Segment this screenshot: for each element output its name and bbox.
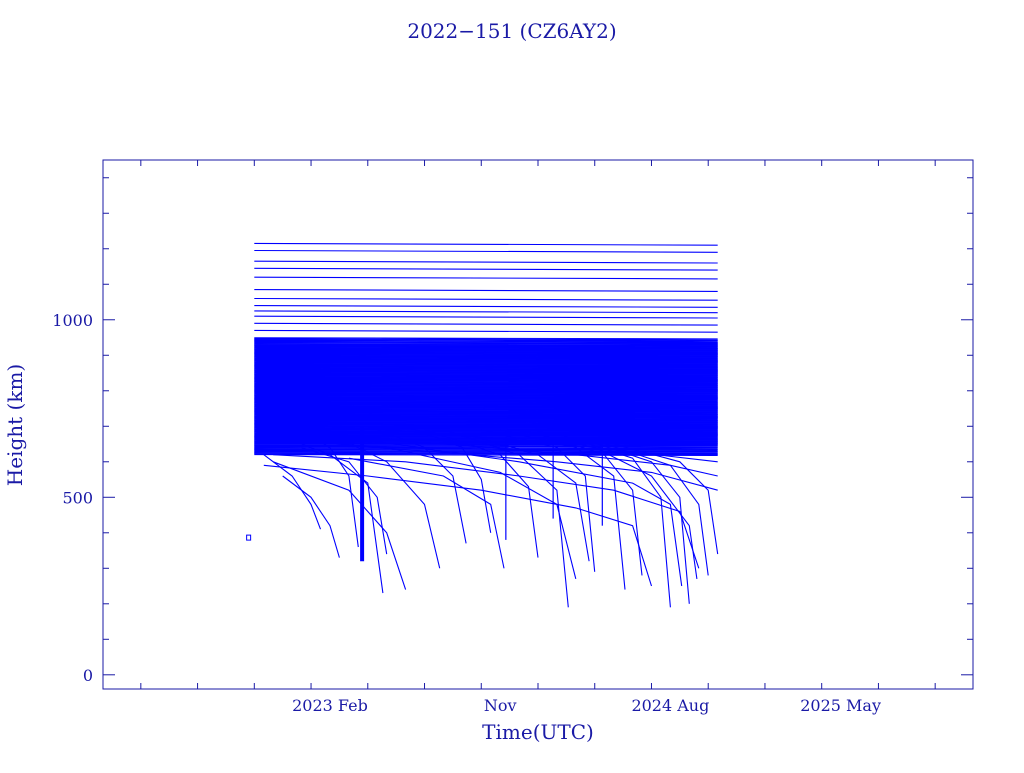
series-line	[254, 299, 717, 301]
x-tick-label: 2024 Aug	[631, 696, 709, 715]
series-line	[254, 311, 717, 313]
y-tick-label: 500	[62, 488, 93, 507]
series-line	[273, 462, 405, 590]
x-tick-label: 2025 May	[800, 696, 881, 715]
series-line	[595, 441, 709, 576]
y-tick-label: 0	[83, 666, 93, 685]
start-marker	[247, 535, 251, 540]
series-line	[254, 290, 717, 292]
x-tick-label: Nov	[484, 696, 517, 715]
series-line	[302, 448, 387, 554]
series-line	[254, 277, 717, 279]
series-line	[283, 476, 340, 558]
plot-area	[247, 243, 718, 607]
series-line	[254, 243, 717, 245]
x-tick-label: 2023 Feb	[292, 696, 368, 715]
y-tick-label: 1000	[52, 311, 93, 330]
series-line	[264, 465, 652, 586]
series-line	[254, 323, 717, 325]
series-line	[254, 306, 717, 308]
chart-title: 2022−151 (CZ6AY2)	[407, 19, 616, 43]
x-axis-label: Time(UTC)	[482, 720, 594, 744]
y-axis-label: Height (km)	[3, 364, 27, 486]
series-line	[254, 251, 717, 253]
series-line	[254, 268, 717, 270]
series-line	[254, 316, 717, 318]
band-fill	[256, 345, 717, 444]
series-line	[254, 330, 717, 332]
series-line	[254, 261, 717, 263]
